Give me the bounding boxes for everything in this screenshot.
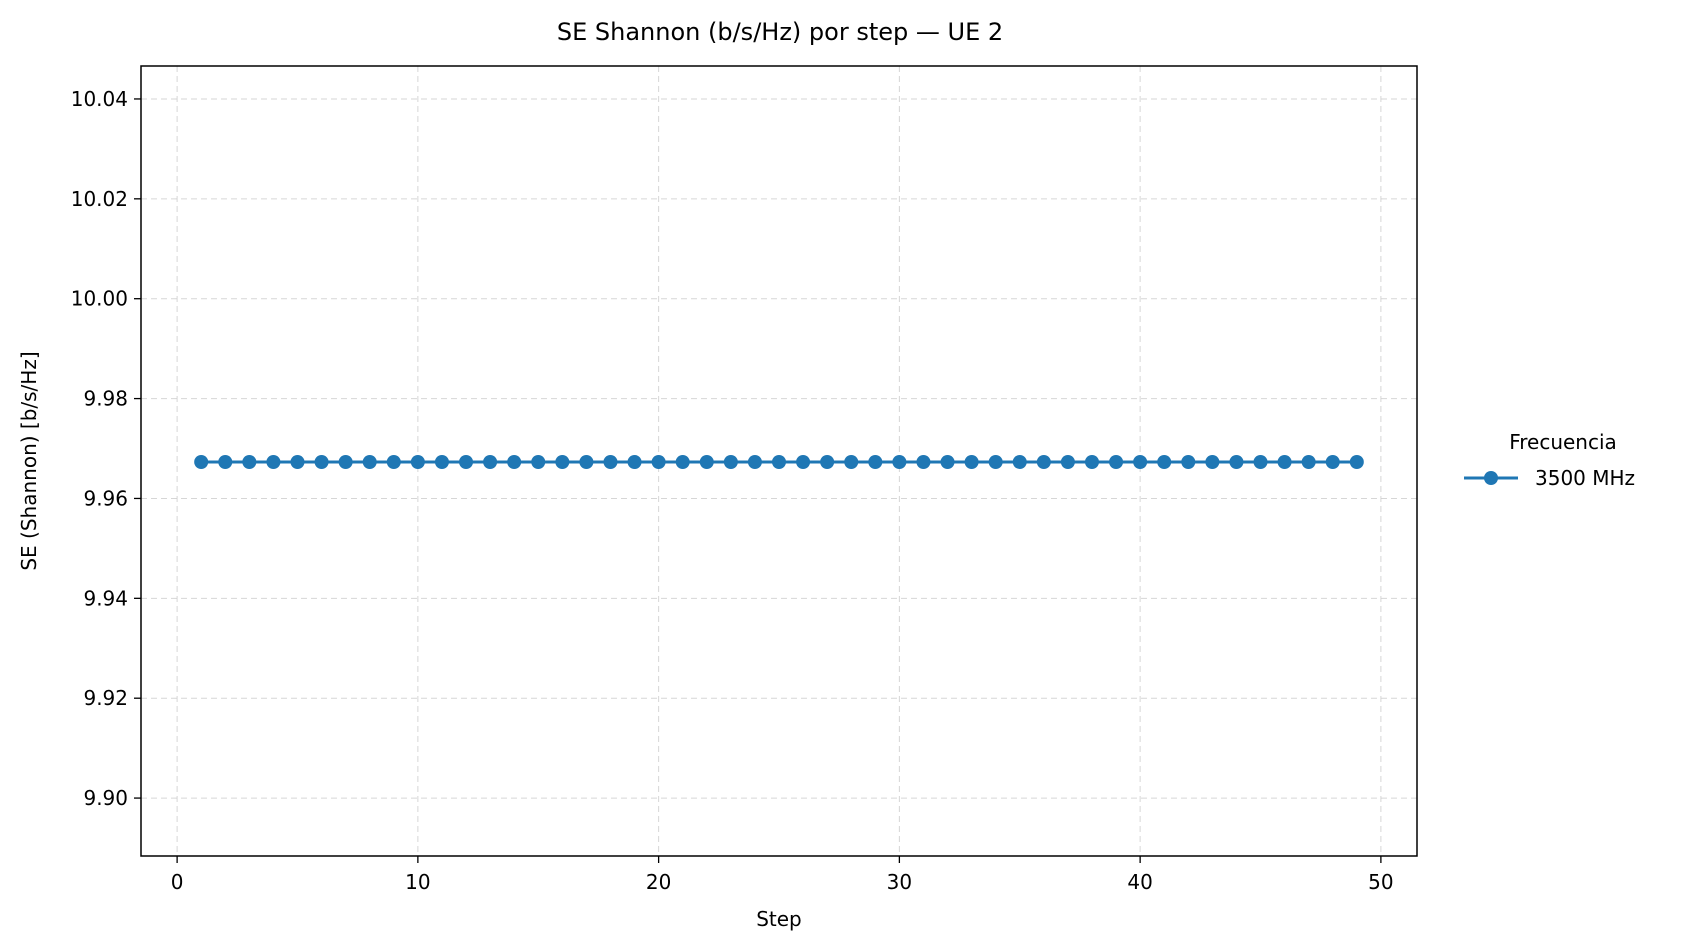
data-point bbox=[892, 454, 907, 469]
x-tick-label: 10 bbox=[405, 870, 430, 894]
data-point bbox=[1109, 454, 1124, 469]
y-tick-label: 9.98 bbox=[83, 387, 128, 411]
data-point bbox=[579, 454, 594, 469]
legend: Frecuencia 3500 MHz bbox=[1464, 430, 1635, 490]
data-point bbox=[1301, 454, 1316, 469]
data-point bbox=[940, 454, 955, 469]
plot-area-frame bbox=[140, 65, 1418, 857]
data-point bbox=[1084, 454, 1099, 469]
data-point bbox=[699, 454, 714, 469]
x-axis-ticks: 0 10 20 30 40 50 bbox=[171, 856, 1394, 894]
x-tick-label: 50 bbox=[1368, 870, 1393, 894]
data-point bbox=[1133, 454, 1148, 469]
data-point bbox=[555, 454, 570, 469]
legend-series-label: 3500 MHz bbox=[1535, 466, 1635, 490]
data-point bbox=[218, 454, 233, 469]
data-point bbox=[1349, 454, 1364, 469]
data-point bbox=[1205, 454, 1220, 469]
data-point bbox=[338, 454, 353, 469]
data-point bbox=[266, 454, 281, 469]
data-point bbox=[314, 454, 329, 469]
data-point bbox=[459, 454, 474, 469]
data-point bbox=[242, 454, 257, 469]
data-point bbox=[603, 454, 618, 469]
data-point bbox=[362, 454, 377, 469]
y-axis-label: SE (Shannon) [b/s/Hz] bbox=[17, 351, 41, 570]
data-point bbox=[483, 454, 498, 469]
data-point bbox=[1060, 454, 1075, 469]
chart-title: SE Shannon (b/s/Hz) por step — UE 2 bbox=[557, 18, 1003, 46]
data-point bbox=[988, 454, 1003, 469]
data-point bbox=[410, 454, 425, 469]
data-point bbox=[627, 454, 642, 469]
data-point bbox=[1157, 454, 1172, 469]
data-point bbox=[434, 454, 449, 469]
data-point bbox=[194, 454, 209, 469]
data-point bbox=[386, 454, 401, 469]
legend-title: Frecuencia bbox=[1509, 430, 1617, 454]
y-tick-label: 9.96 bbox=[83, 486, 128, 510]
data-point bbox=[1277, 454, 1292, 469]
x-axis-label: Step bbox=[756, 907, 802, 931]
x-tick-label: 0 bbox=[171, 870, 184, 894]
data-point bbox=[796, 454, 811, 469]
data-point bbox=[916, 454, 931, 469]
data-point bbox=[820, 454, 835, 469]
y-tick-label: 9.90 bbox=[83, 786, 128, 810]
data-point bbox=[1229, 454, 1244, 469]
data-point bbox=[507, 454, 522, 469]
data-point bbox=[868, 454, 883, 469]
data-point bbox=[1253, 454, 1268, 469]
data-point bbox=[1012, 454, 1027, 469]
y-tick-label: 10.04 bbox=[71, 87, 128, 111]
data-point bbox=[290, 454, 305, 469]
x-tick-label: 40 bbox=[1127, 870, 1152, 894]
data-point bbox=[651, 454, 666, 469]
y-tick-label: 10.02 bbox=[71, 187, 128, 211]
data-point bbox=[772, 454, 786, 469]
data-point bbox=[1181, 454, 1196, 469]
data-point bbox=[675, 454, 690, 469]
data-point bbox=[1036, 454, 1051, 469]
y-tick-label: 9.94 bbox=[83, 586, 128, 610]
data-point bbox=[964, 454, 979, 469]
data-point bbox=[844, 454, 859, 469]
x-tick-label: 30 bbox=[887, 870, 912, 894]
series-layer bbox=[194, 454, 1364, 469]
y-axis-ticks: 9.90 9.92 9.94 9.96 9.98 10.00 10.02 10.04 bbox=[71, 87, 141, 810]
data-point bbox=[747, 454, 762, 469]
legend-series-marker bbox=[1484, 471, 1498, 485]
y-tick-label: 9.92 bbox=[83, 686, 128, 710]
data-point bbox=[723, 454, 738, 469]
data-point bbox=[531, 454, 546, 469]
x-tick-label: 20 bbox=[646, 870, 671, 894]
data-point bbox=[1325, 454, 1340, 469]
y-tick-label: 10.00 bbox=[71, 287, 128, 311]
